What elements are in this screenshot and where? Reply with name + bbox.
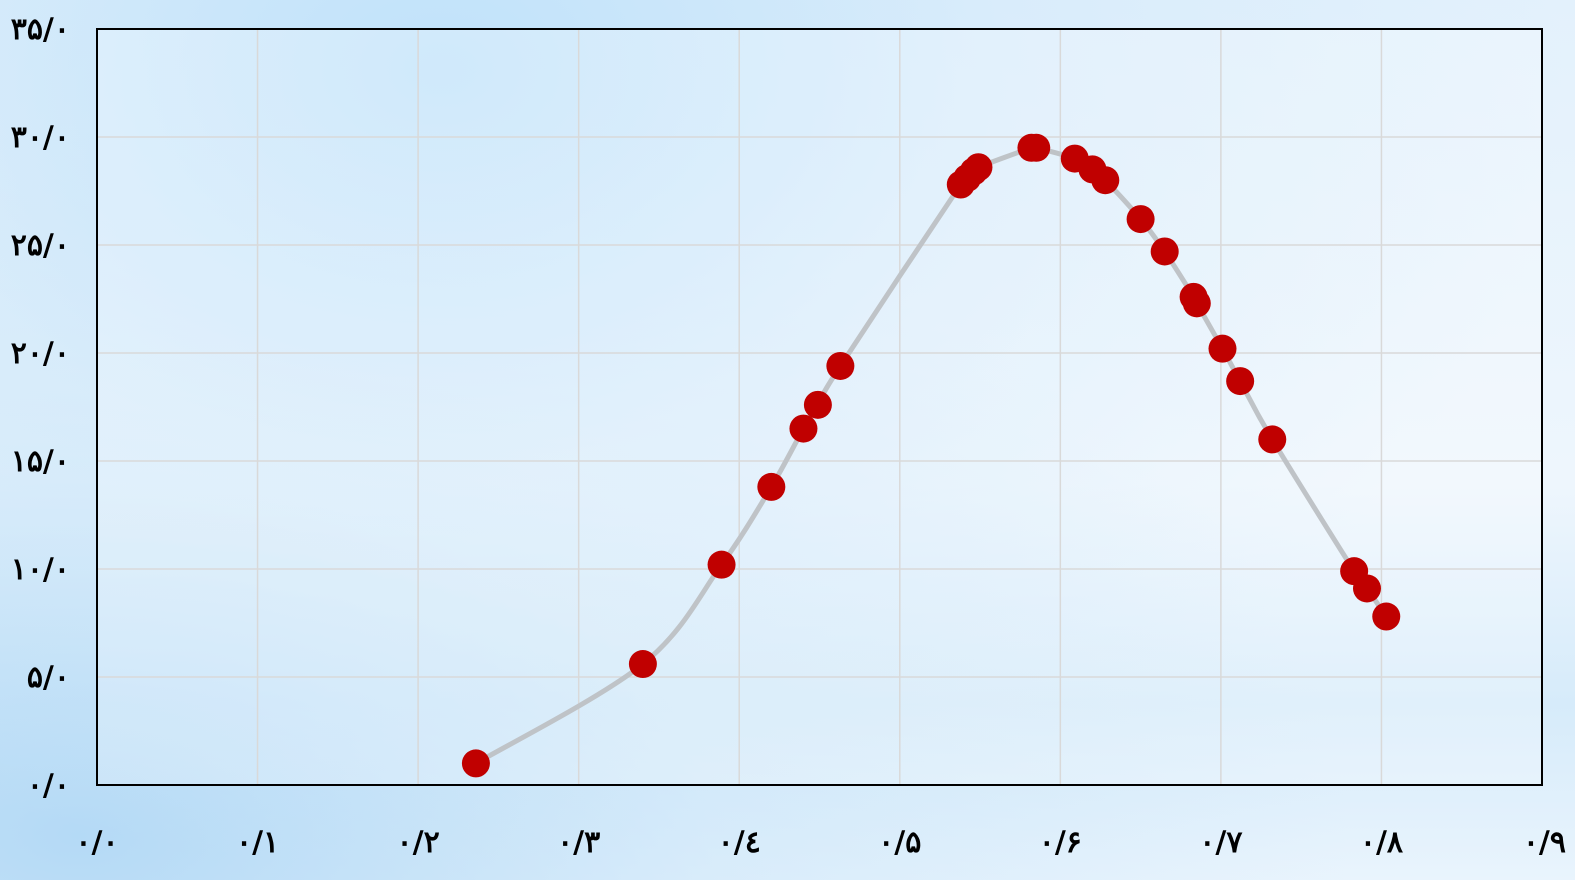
y-axis-tick-labels: ۰/۰ ۵/۰ ۱۰/۰ ۱۵/۰ ۲۰/۰ ۲۵/۰ ۳۰/۰ ۳۵/۰ bbox=[11, 12, 70, 803]
plot-area-border bbox=[96, 28, 1543, 786]
x-tick-label: ۰/۹ bbox=[1523, 825, 1566, 860]
y-tick-label: ۲۵/۰ bbox=[11, 228, 70, 263]
data-point bbox=[826, 351, 855, 380]
x-axis-tick-labels: ۰/۰ ۰/۱ ۰/۲ ۰/۳ ۰/٤ ۰/۵ ۰/۶ ۰/۷ ۰/۸ ۰/۹ bbox=[75, 825, 1566, 860]
data-point bbox=[803, 390, 832, 419]
x-tick-label: ۰/۶ bbox=[1039, 825, 1082, 860]
x-tick-label: ۰/٤ bbox=[718, 825, 761, 860]
data-point bbox=[964, 153, 993, 182]
data-point bbox=[628, 650, 657, 679]
data-point bbox=[707, 550, 736, 579]
y-tick-label: ۰/۰ bbox=[27, 768, 70, 803]
data-point bbox=[1150, 237, 1179, 266]
data-point bbox=[1208, 334, 1237, 363]
data-point bbox=[461, 749, 490, 778]
data-point bbox=[1226, 367, 1255, 396]
x-tick-label: ۰/۱ bbox=[236, 825, 279, 860]
data-point bbox=[1352, 574, 1381, 603]
data-point bbox=[789, 414, 818, 443]
x-tick-label: ۰/۰ bbox=[75, 825, 118, 860]
y-tick-label: ۵/۰ bbox=[27, 660, 70, 695]
y-tick-label: ۲۰/۰ bbox=[11, 336, 70, 371]
data-point bbox=[1372, 602, 1401, 631]
data-point bbox=[1091, 166, 1120, 195]
data-point bbox=[1022, 133, 1051, 162]
data-points bbox=[461, 133, 1401, 778]
data-point bbox=[1126, 205, 1155, 234]
x-tick-label: ۰/۲ bbox=[397, 825, 440, 860]
y-tick-label: ۱۵/۰ bbox=[11, 444, 70, 479]
data-point bbox=[757, 472, 786, 501]
data-point bbox=[1182, 289, 1211, 318]
x-tick-label: ۰/۵ bbox=[878, 825, 921, 860]
x-tick-label: ۰/۷ bbox=[1199, 825, 1243, 860]
y-tick-label: ۳۰/۰ bbox=[11, 120, 70, 155]
y-tick-label: ۳۵/۰ bbox=[11, 12, 70, 47]
x-tick-label: ۰/۳ bbox=[557, 825, 600, 860]
y-tick-label: ۱۰/۰ bbox=[11, 552, 70, 587]
x-tick-label: ۰/۸ bbox=[1360, 825, 1404, 860]
data-point bbox=[1258, 425, 1287, 454]
